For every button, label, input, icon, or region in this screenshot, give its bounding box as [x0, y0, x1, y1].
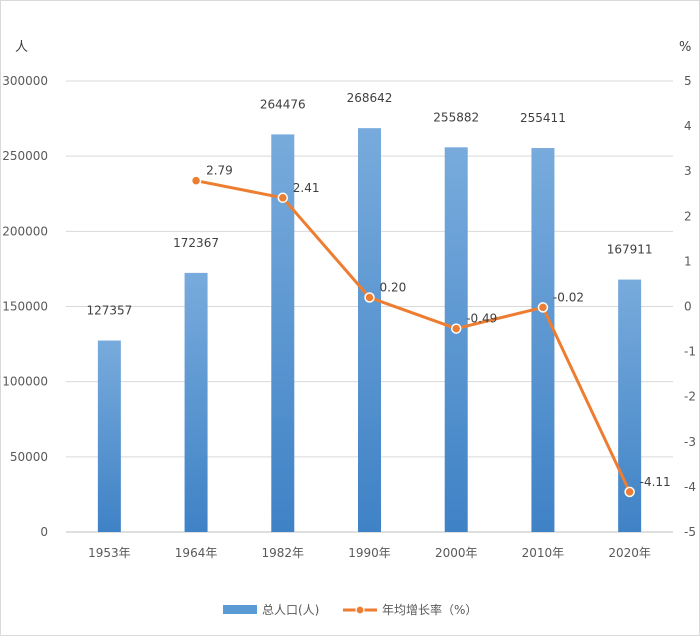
bar-data-label: 127357 [86, 304, 132, 318]
bar [618, 279, 642, 532]
left-tick-label: 0 [40, 525, 48, 539]
legend-line-label: 年均增长率（%） [382, 602, 477, 617]
bar-data-label: 167911 [607, 243, 653, 257]
line-series [190, 175, 635, 498]
legend-bar-label: 总人口(人) [262, 603, 319, 617]
x-tick-label: 1982年 [262, 546, 305, 560]
right-tick-label: 0 [684, 300, 692, 314]
x-tick-label: 2000年 [435, 546, 478, 560]
bar [358, 128, 381, 532]
x-tick-label: 1990年 [348, 546, 391, 560]
left-tick-label: 250000 [2, 149, 48, 163]
line-data-label: 2.79 [206, 164, 233, 178]
line-data-label: -0.49 [466, 312, 497, 326]
axes: 人 % 0 50000 100000 150000 200000 250000 300000… [2, 40, 696, 560]
legend: 总人口(人) 年均增长率（%） [223, 602, 477, 617]
right-tick-label: 5 [684, 74, 692, 88]
bar-data-label: 255411 [520, 111, 566, 125]
line-data-label: -4.11 [640, 475, 671, 489]
x-tick-label: 2020年 [608, 546, 651, 560]
legend-line-marker [355, 605, 365, 615]
bar [271, 134, 295, 532]
bar-data-label: 255882 [433, 110, 479, 124]
legend-bar-swatch [223, 605, 257, 614]
series-line [195, 179, 632, 493]
right-tick-label: 1 [684, 254, 692, 268]
x-tick-label: 1964年 [175, 546, 218, 560]
bar [97, 340, 121, 532]
right-tick-label: -5 [684, 525, 696, 539]
bar-data-label: 268642 [347, 91, 393, 105]
left-tick-label: 100000 [2, 375, 48, 389]
right-tick-label: -2 [684, 390, 696, 404]
right-tick-label: 2 [684, 209, 692, 223]
line-marker [537, 302, 549, 313]
line-data-label: 2.41 [293, 181, 320, 195]
bar-series [97, 128, 642, 532]
line-marker [624, 486, 635, 498]
line-marker [450, 323, 462, 334]
right-tick-label: -4 [684, 480, 696, 494]
line-data-label: 0.20 [380, 280, 407, 294]
right-axis-unit: % [679, 40, 691, 55]
right-tick-label: -1 [684, 345, 696, 359]
line-marker [364, 292, 375, 303]
left-axis-unit: 人 [15, 40, 28, 55]
right-tick-label: -3 [684, 435, 696, 449]
left-tick-label: 300000 [2, 74, 48, 88]
left-tick-label: 200000 [2, 224, 48, 238]
line-marker [190, 175, 202, 186]
bar-data-label: 172367 [173, 236, 219, 250]
bar [184, 272, 208, 532]
bar [444, 147, 468, 532]
line-data-label: -0.02 [553, 290, 584, 304]
bar [531, 148, 555, 532]
data-labels: 127357 172367 264476 268642 255882 255411 1679… [86, 91, 670, 489]
right-tick-label: 3 [684, 164, 692, 178]
left-tick-label: 50000 [10, 450, 48, 464]
bar-data-label: 264476 [260, 97, 306, 111]
left-tick-label: 150000 [2, 300, 48, 314]
line-marker [277, 192, 289, 204]
x-tick-label: 2010年 [522, 546, 565, 560]
x-tick-label: 1953年 [88, 546, 131, 560]
right-tick-label: 4 [684, 119, 692, 133]
